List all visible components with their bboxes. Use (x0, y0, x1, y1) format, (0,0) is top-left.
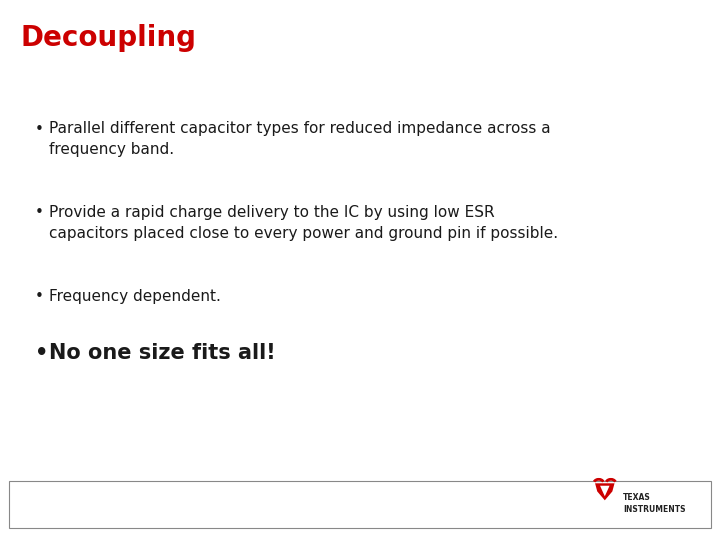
PathPatch shape (595, 483, 615, 500)
FancyBboxPatch shape (9, 481, 711, 528)
Text: Frequency dependent.: Frequency dependent. (49, 289, 221, 304)
PathPatch shape (600, 486, 610, 496)
Text: •: • (35, 205, 43, 220)
Text: Provide a rapid charge delivery to the IC by using low ESR
capacitors placed clo: Provide a rapid charge delivery to the I… (49, 205, 558, 241)
Text: •: • (35, 343, 48, 363)
Text: Parallel different capacitor types for reduced impedance across a
frequency band: Parallel different capacitor types for r… (49, 122, 551, 157)
Text: •: • (35, 122, 43, 137)
Text: TEXAS
INSTRUMENTS: TEXAS INSTRUMENTS (623, 492, 685, 514)
Text: •: • (35, 289, 43, 304)
Text: Decoupling: Decoupling (20, 24, 196, 52)
Text: No one size fits all!: No one size fits all! (49, 343, 276, 363)
